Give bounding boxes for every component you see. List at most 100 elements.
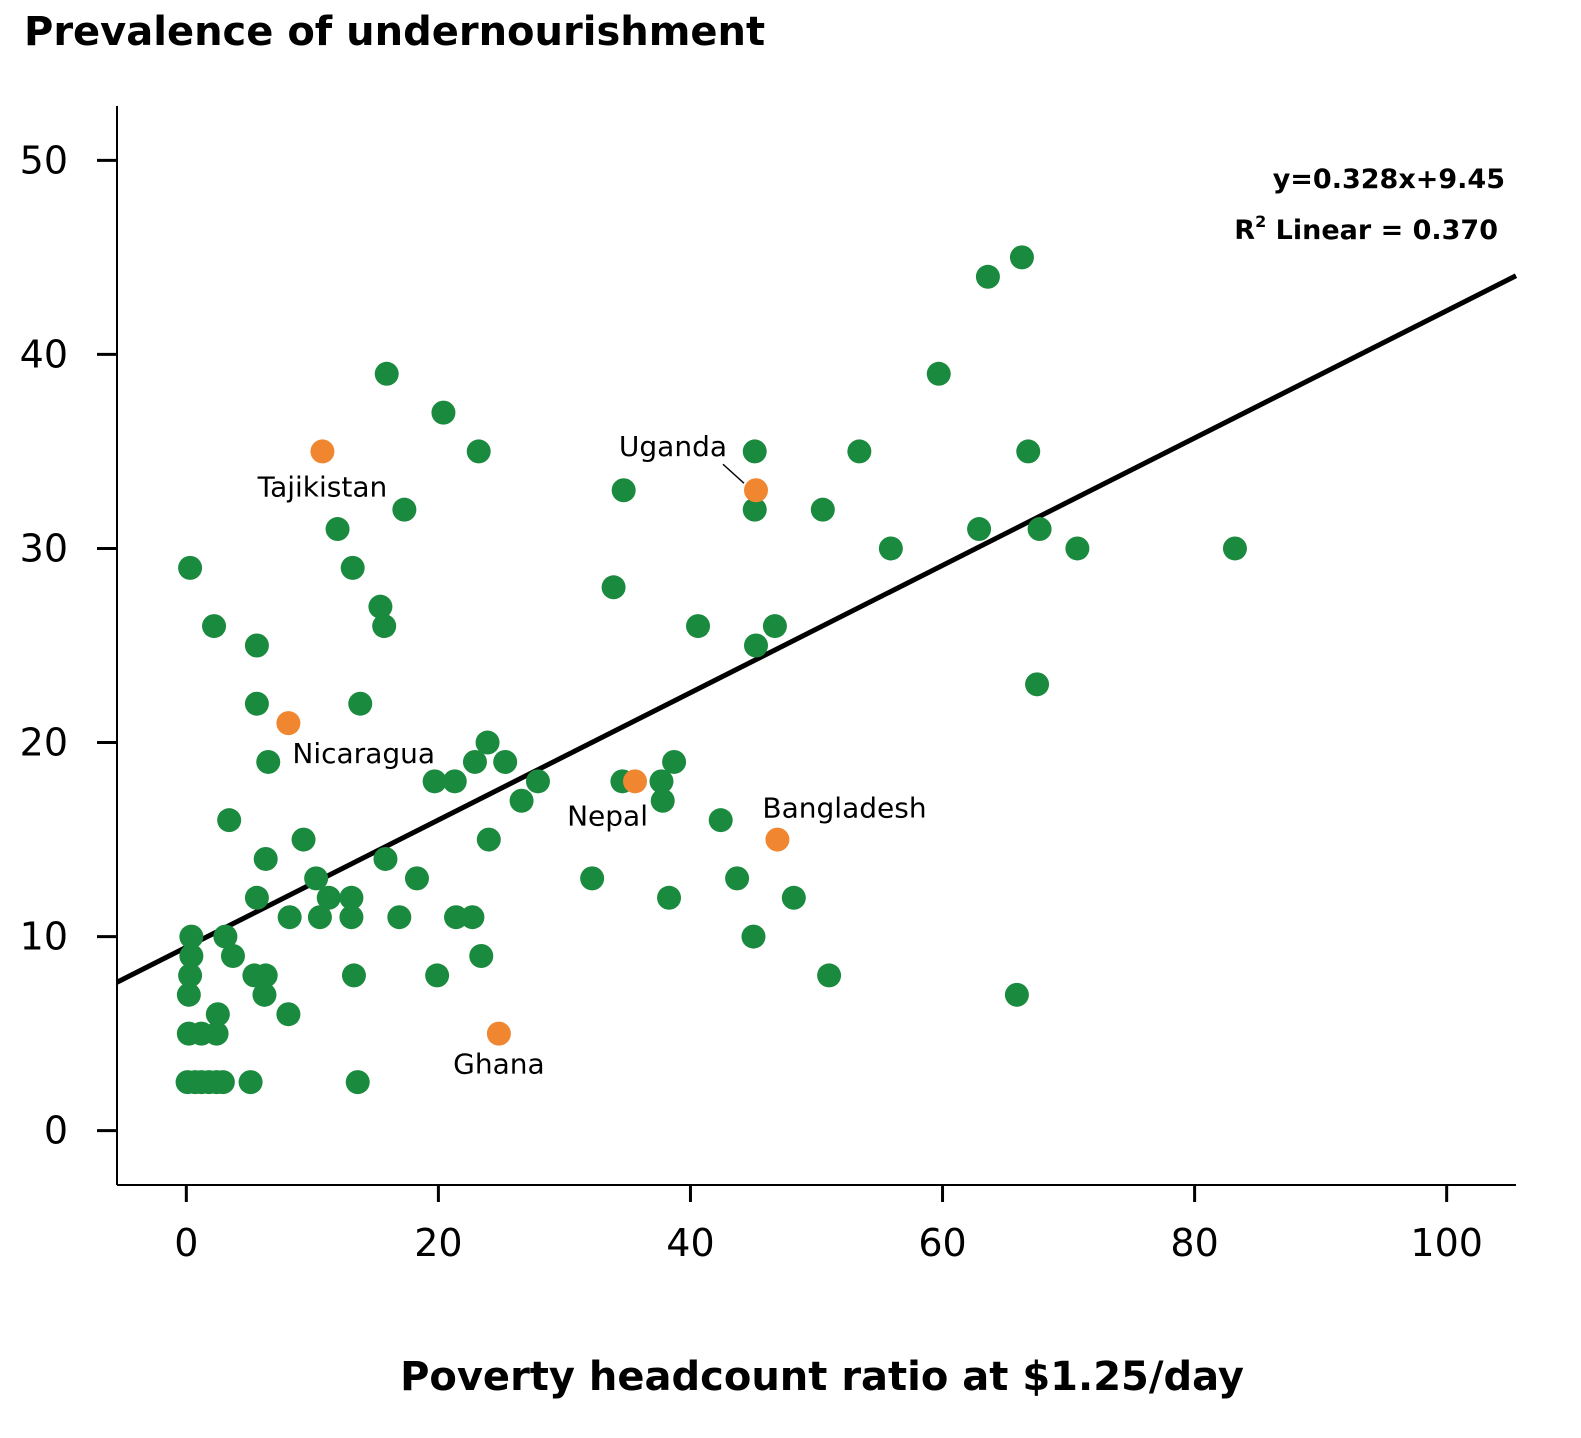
data-point	[742, 497, 767, 522]
data-point	[340, 555, 365, 580]
data-point	[476, 827, 501, 852]
data-point	[475, 730, 500, 755]
data-point	[462, 749, 487, 774]
data-point	[304, 866, 329, 891]
r-squared-label: R2 Linear = 0.370	[1234, 212, 1498, 246]
data-point	[975, 264, 1000, 289]
data-point	[611, 478, 636, 503]
data-point	[926, 361, 951, 386]
data-point	[878, 536, 903, 561]
point-label: Nepal	[567, 799, 648, 832]
data-point	[509, 788, 534, 813]
data-point	[967, 517, 992, 542]
x-tick-label: 100	[1410, 1221, 1483, 1265]
data-point	[662, 749, 687, 774]
data-point	[601, 575, 626, 600]
point-label: Ghana	[453, 1048, 545, 1081]
data-point	[817, 963, 842, 988]
highlighted-data-point	[765, 827, 790, 852]
data-point	[1027, 517, 1052, 542]
data-point	[744, 633, 769, 658]
data-point	[810, 497, 835, 522]
leader-line	[722, 463, 745, 484]
highlighted-data-point	[276, 711, 301, 736]
data-point	[372, 614, 397, 639]
x-tick-label: 20	[414, 1221, 462, 1265]
data-point	[650, 788, 675, 813]
data-point	[176, 982, 201, 1007]
y-tick-label: 30	[20, 526, 68, 570]
x-tick-label: 40	[666, 1221, 714, 1265]
y-tick-label: 10	[20, 915, 68, 959]
data-point	[339, 885, 364, 910]
data-point	[210, 1070, 235, 1095]
data-point	[213, 924, 238, 949]
highlighted-data-point	[486, 1021, 511, 1046]
data-point	[339, 905, 364, 930]
data-point	[742, 439, 767, 464]
trendline-equation: y=0.328x+9.45	[1273, 164, 1505, 195]
data-point	[348, 691, 373, 716]
data-point	[493, 749, 518, 774]
data-point	[276, 1002, 301, 1027]
data-point	[1222, 536, 1247, 561]
data-point	[657, 885, 682, 910]
data-points	[175, 245, 1247, 1095]
y-tick-label: 0	[44, 1109, 68, 1153]
data-point	[217, 808, 242, 833]
data-point	[431, 400, 456, 425]
data-point	[316, 885, 341, 910]
y-tick-label: 40	[20, 332, 68, 376]
data-point	[238, 1070, 263, 1095]
data-point	[244, 885, 269, 910]
x-axis-ticks: 0 20 40 60 80 100	[174, 1185, 1483, 1265]
data-point	[460, 905, 485, 930]
x-tick-label: 0	[174, 1221, 198, 1265]
trendline	[115, 273, 1518, 985]
data-point	[256, 749, 281, 774]
y-axis-ticks: 0 10 20 30 40 50	[20, 138, 117, 1153]
point-label: Tajikistan	[257, 470, 388, 503]
data-point	[469, 944, 494, 969]
data-point	[244, 633, 269, 658]
data-point	[179, 924, 204, 949]
data-point	[291, 827, 316, 852]
data-point	[1009, 245, 1034, 270]
data-point	[708, 808, 733, 833]
data-point	[277, 905, 302, 930]
data-point	[202, 614, 227, 639]
data-point	[205, 1002, 230, 1027]
data-point	[252, 982, 277, 1007]
data-point	[725, 866, 750, 891]
data-point	[178, 963, 203, 988]
data-point	[220, 944, 245, 969]
data-point	[762, 614, 787, 639]
highlighted-data-point	[623, 769, 648, 794]
data-point	[178, 555, 203, 580]
data-point	[387, 905, 412, 930]
data-point	[781, 885, 806, 910]
data-point	[374, 361, 399, 386]
data-point	[242, 963, 267, 988]
highlighted-data-point	[310, 439, 335, 464]
x-tick-label: 60	[918, 1221, 966, 1265]
data-point	[686, 614, 711, 639]
data-point	[404, 866, 429, 891]
data-point	[847, 439, 872, 464]
data-point	[1016, 439, 1041, 464]
point-annotations: Tajikistan Uganda Nicaragua Nepal Bangladesh…	[257, 430, 927, 1080]
x-axis-label: Poverty headcount ratio at $1.25/day	[400, 1354, 1244, 1400]
data-point	[466, 439, 491, 464]
data-point	[425, 963, 450, 988]
data-point	[307, 905, 332, 930]
data-point	[741, 924, 766, 949]
data-point	[368, 594, 393, 619]
data-point	[253, 846, 278, 871]
point-label: Bangladesh	[762, 792, 926, 825]
data-point	[1004, 982, 1029, 1007]
data-point	[204, 1021, 229, 1046]
point-label: Nicaragua	[292, 737, 435, 770]
data-point	[525, 769, 550, 794]
y-tick-label: 20	[20, 721, 68, 765]
